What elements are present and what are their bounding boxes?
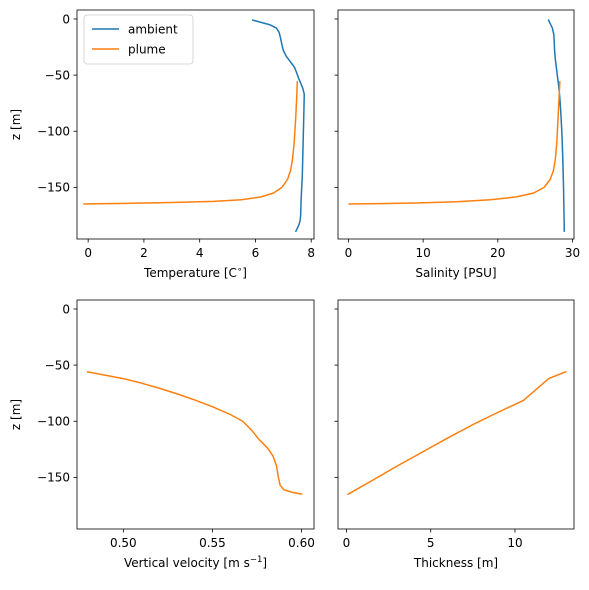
y-axis-label-temperature: z [m] xyxy=(9,109,23,140)
subplot-thickness: 0 5 10 Thickness [m] xyxy=(334,299,575,570)
series-line-plume-salinity xyxy=(348,81,561,205)
x-tick-label-temperature-4: 8 xyxy=(307,246,315,260)
axes-frame-salinity xyxy=(337,9,575,240)
x-tick-label-salinity-0: 0 xyxy=(345,246,353,260)
x-tick-label-thickness-2: 10 xyxy=(507,536,522,550)
axes-frame-velocity xyxy=(76,299,315,530)
axes-frame-thickness xyxy=(337,299,575,530)
subplot-temperature: 0 2 4 6 8 0 −50 −100 −150 Temperature [C∘] z [m] am… xyxy=(9,9,315,280)
series-line-ambient-temperature xyxy=(251,19,305,233)
x-axis-label-thickness: Thickness [m] xyxy=(413,556,498,570)
subplot-grid: 0 2 4 6 8 0 −50 −100 −150 Temperature [C∘] z [m] am… xyxy=(9,9,580,570)
y-tick-label-temperature-2: −100 xyxy=(37,125,70,139)
y-tick-label-temperature-1: −50 xyxy=(45,68,70,82)
x-axis-label-salinity: Salinity [PSU] xyxy=(415,266,496,280)
legend-label-plume: plume xyxy=(128,42,166,56)
legend-temperature: ambient plume xyxy=(83,14,194,65)
x-tick-label-temperature-2: 4 xyxy=(196,246,204,260)
series-line-plume-temperature xyxy=(83,81,299,205)
y-axis-label-velocity: z [m] xyxy=(9,399,23,430)
x-tick-label-salinity-1: 10 xyxy=(415,246,430,260)
x-tick-label-velocity-1: 0.55 xyxy=(199,536,226,550)
x-tick-label-temperature-3: 6 xyxy=(252,246,260,260)
x-axis-label-velocity: Vertical velocity [m s−1] xyxy=(124,555,267,570)
legend-label-ambient: ambient xyxy=(128,22,178,36)
x-tick-label-thickness-0: 0 xyxy=(343,536,351,550)
y-tick-label-temperature-0: 0 xyxy=(62,12,70,26)
y-tick-label-velocity-1: −50 xyxy=(45,358,70,372)
legend-box xyxy=(83,14,194,65)
subplot-velocity: 0.50 0.55 0.60 0 −50 −100 −150 Vertical velocit… xyxy=(9,299,315,570)
x-tick-label-temperature-0: 0 xyxy=(84,246,92,260)
y-tick-label-velocity-0: 0 xyxy=(62,302,70,316)
y-tick-label-velocity-2: −100 xyxy=(37,415,70,429)
x-tick-label-temperature-1: 2 xyxy=(140,246,148,260)
series-line-plume-velocity xyxy=(86,370,303,495)
x-tick-label-velocity-2: 0.60 xyxy=(288,536,315,550)
axes-frame-temperature xyxy=(76,9,315,240)
x-tick-label-velocity-0: 0.50 xyxy=(110,536,137,550)
series-line-ambient-salinity xyxy=(547,19,566,232)
subplot-salinity: 0 10 20 30 Salinity [PSU] xyxy=(334,9,580,280)
x-tick-label-salinity-2: 20 xyxy=(490,246,505,260)
y-tick-label-velocity-3: −150 xyxy=(37,471,70,485)
x-axis-label-temperature: Temperature [C∘] xyxy=(143,265,247,280)
series-line-plume-thickness xyxy=(347,370,567,496)
x-tick-label-thickness-1: 5 xyxy=(427,536,435,550)
x-tick-label-salinity-3: 30 xyxy=(565,246,580,260)
y-tick-label-temperature-3: −150 xyxy=(37,181,70,195)
